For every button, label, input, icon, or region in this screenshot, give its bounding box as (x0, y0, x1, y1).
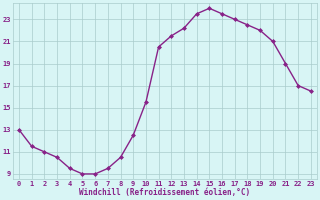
X-axis label: Windchill (Refroidissement éolien,°C): Windchill (Refroidissement éolien,°C) (79, 188, 251, 197)
